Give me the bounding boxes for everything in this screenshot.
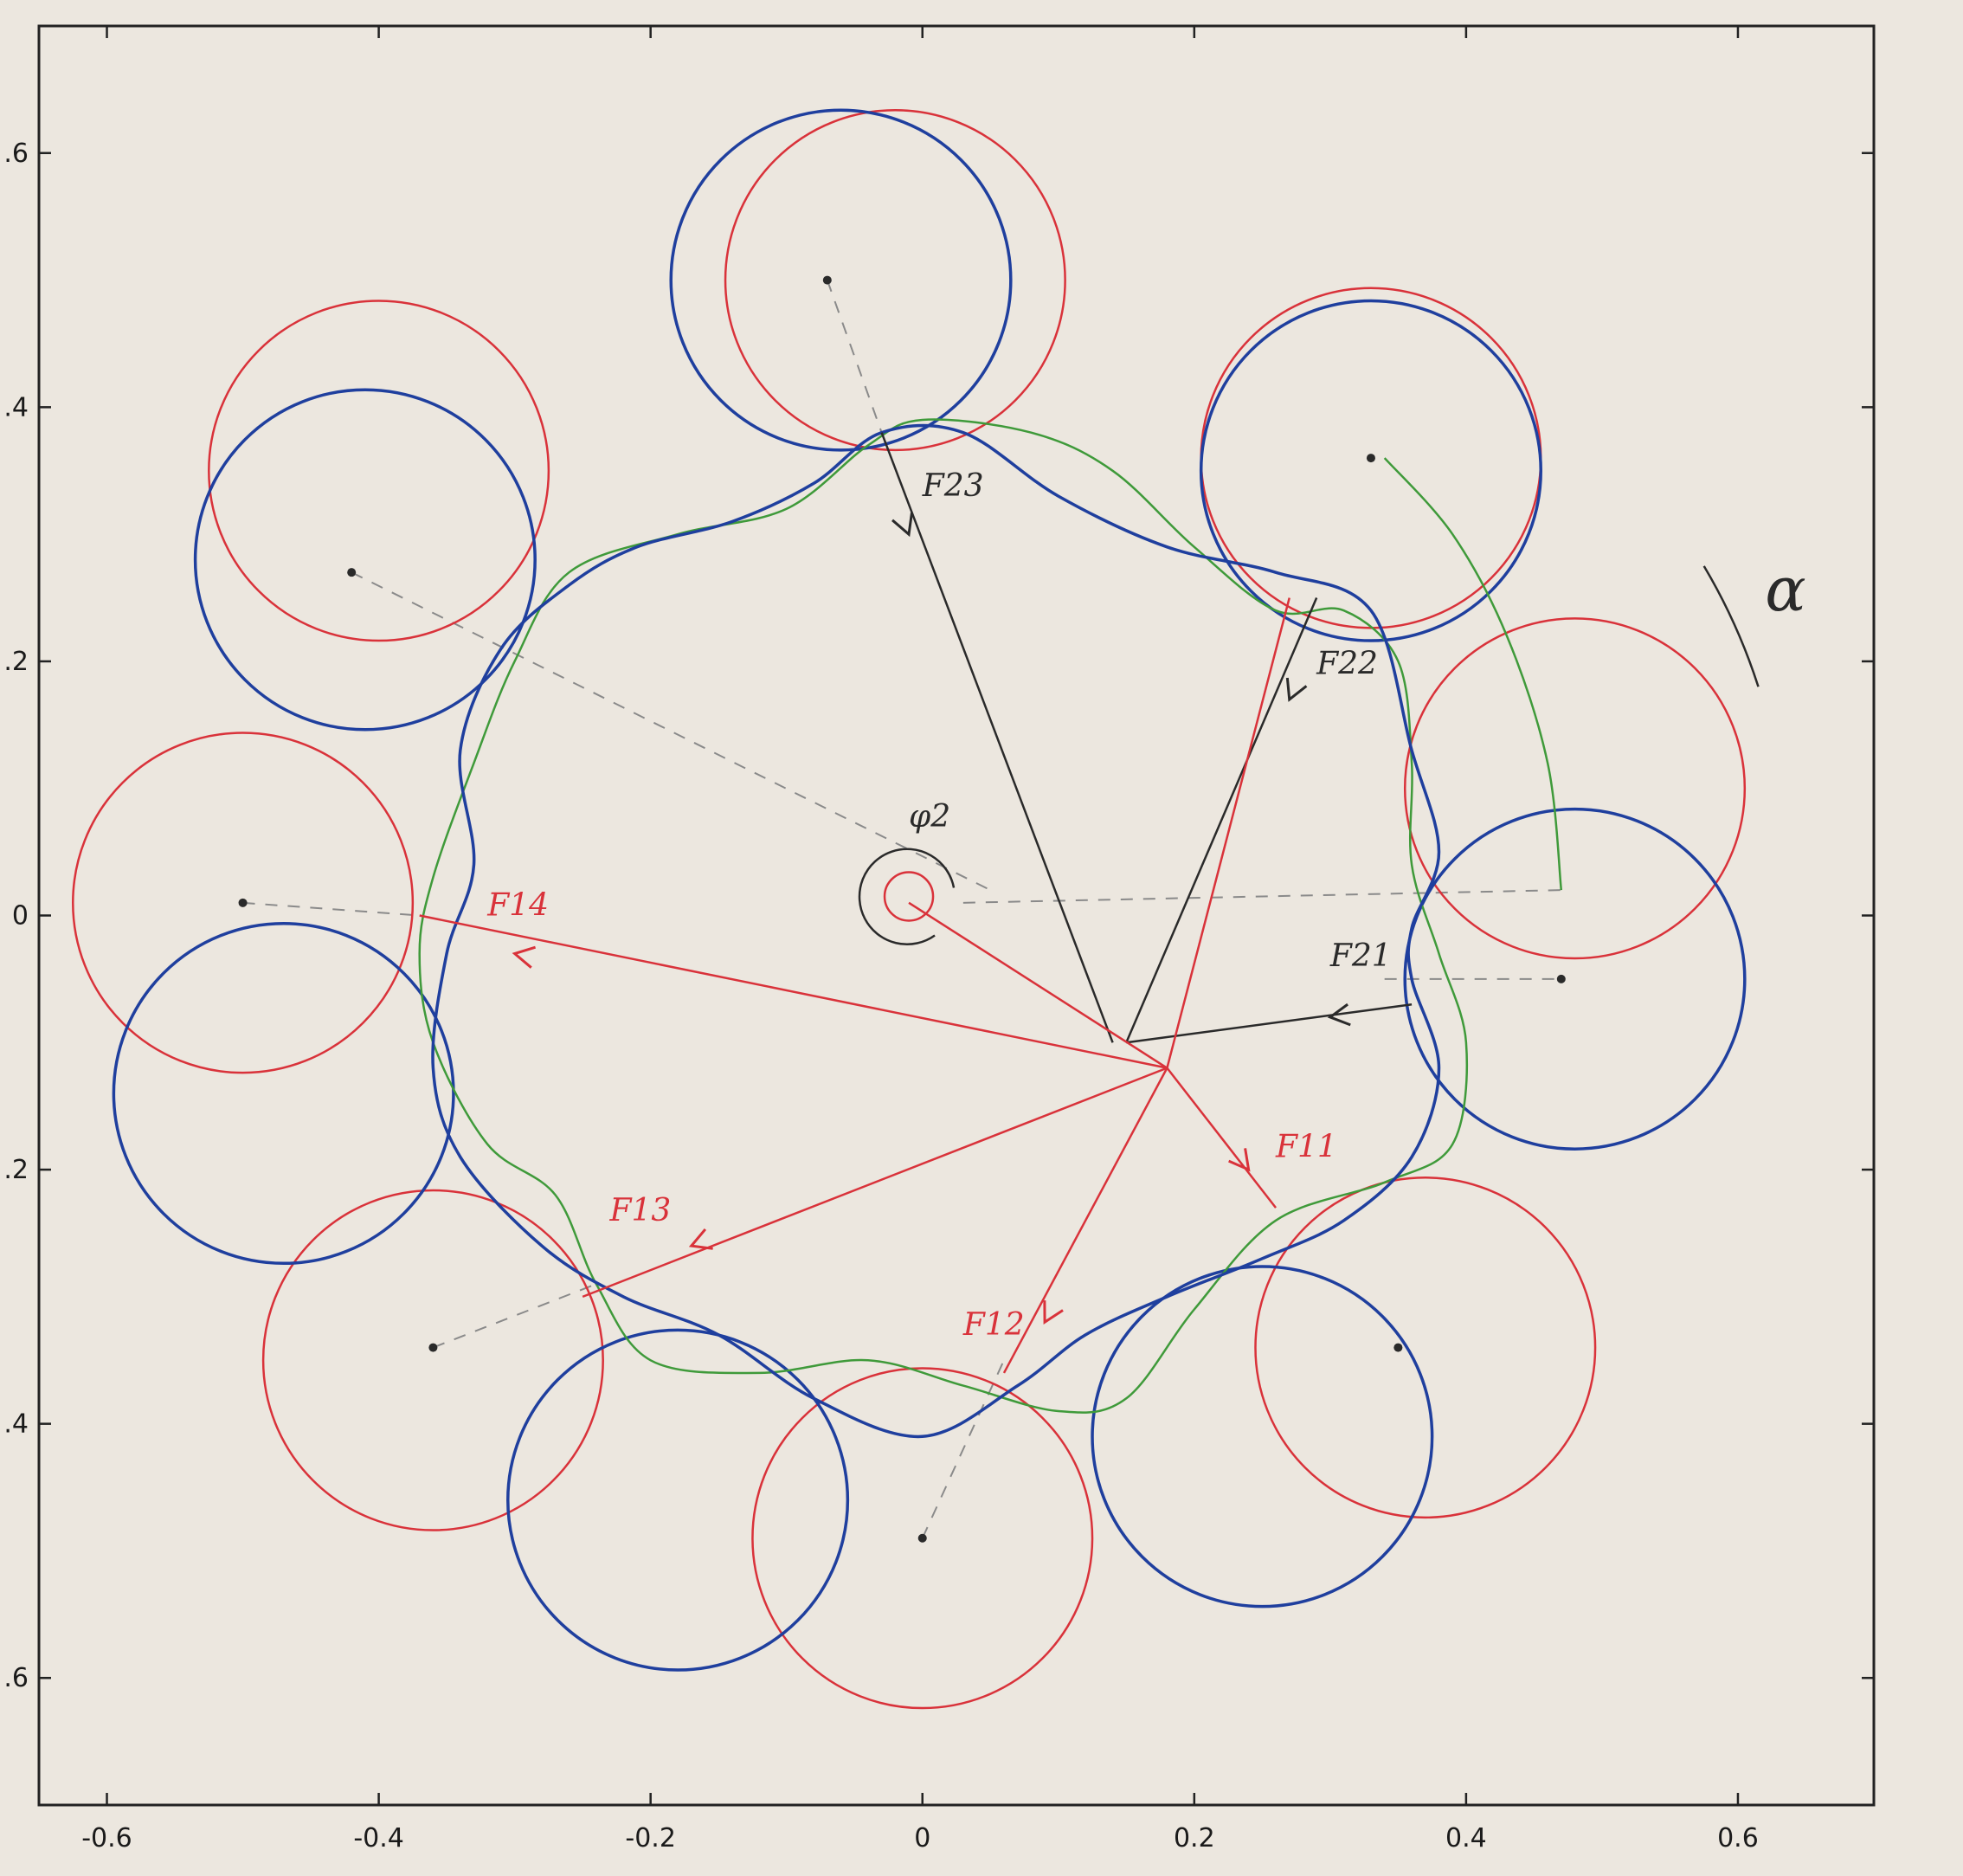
- annotation-label: φ2: [909, 799, 950, 835]
- red-circle: [72, 732, 415, 1074]
- y-tick-label: .2: [3, 647, 29, 677]
- plot-axes: -0.6 -0.4 -0.2 0 0.2 0.4 0.6.6.4.20.2.4.6: [3, 24, 1876, 1853]
- y-tick-label: .2: [3, 1155, 29, 1185]
- blue-circle: [669, 108, 1013, 452]
- dashed-guide-lines: [242, 280, 1561, 1539]
- blue-circle: [112, 921, 455, 1266]
- center-dot: [347, 568, 357, 577]
- y-tick-label: 0: [12, 901, 29, 932]
- annotation-label: F23: [922, 468, 984, 504]
- annotation-label: F21: [1329, 938, 1392, 974]
- annotation-label: F22: [1316, 647, 1378, 682]
- center-dot: [917, 1533, 927, 1543]
- black-force-line: [880, 432, 1114, 1043]
- annotation-label: F11: [1275, 1129, 1337, 1164]
- phi2-inner-circle: [883, 871, 935, 922]
- center-dot: [1393, 1343, 1403, 1352]
- x-tick-label: 0.2: [1174, 1823, 1215, 1853]
- center-dot: [238, 898, 248, 907]
- annotation-label: α: [1765, 554, 1805, 625]
- black-force-arrowhead: [891, 513, 913, 538]
- red-force-arrowhead: [1043, 1300, 1064, 1325]
- x-tick-label: -0.6: [81, 1823, 132, 1853]
- red-force-line: [1002, 1067, 1168, 1374]
- black-force-arrowhead: [1285, 677, 1308, 702]
- y-tick-label: .4: [3, 392, 29, 422]
- red-circle: [751, 1367, 1094, 1710]
- red-force-line: [1166, 597, 1290, 1068]
- red-circle: [261, 1189, 604, 1531]
- red-force-line: [419, 914, 1168, 1069]
- center-dot: [428, 1343, 438, 1352]
- center-dot: [822, 275, 832, 285]
- blue-profile-curve: [431, 423, 1441, 1439]
- red-force-line: [1166, 1067, 1278, 1209]
- blue-circle: [506, 1328, 850, 1672]
- handwritten-annotations: F23 F22 F21 F11 F12 F13 F14 φ2 α: [486, 468, 1805, 1343]
- red-force-line: [582, 1067, 1168, 1299]
- dashed-guide-line: [242, 901, 420, 917]
- red-force-arrowhead: [1228, 1148, 1251, 1172]
- x-tick-label: -0.2: [625, 1823, 676, 1853]
- y-tick-label: .6: [3, 139, 29, 169]
- black-force-line: [1125, 597, 1318, 1043]
- blue-circle: [1199, 299, 1543, 642]
- blue-circle: [1091, 1265, 1434, 1608]
- alpha-direction-arrow: [1702, 565, 1760, 687]
- red-circle: [208, 300, 550, 642]
- red-force-arrowhead: [688, 1228, 713, 1250]
- black-force-line: [1126, 1003, 1413, 1044]
- x-tick-label: 0.6: [1717, 1823, 1759, 1853]
- dashed-guide-line: [826, 280, 883, 434]
- red-circle: [1254, 1177, 1597, 1519]
- dashed-guide-line: [433, 1283, 597, 1349]
- annotation-label: F14: [486, 888, 549, 924]
- dashed-guide-line: [921, 1359, 1005, 1539]
- dashed-guide-line: [351, 571, 991, 892]
- center-dot: [1556, 974, 1566, 983]
- green-arc-curve: [1383, 457, 1563, 891]
- red-force-line: [908, 901, 1168, 1069]
- black-force-arrowhead: [1327, 1002, 1351, 1027]
- center-marks: [238, 275, 1566, 1543]
- x-tick-label: -0.4: [353, 1823, 404, 1853]
- dashed-guide-line: [962, 889, 1561, 904]
- red-circle: [1403, 617, 1747, 960]
- force-vectors: [419, 432, 1760, 1374]
- x-tick-label: 0: [914, 1823, 930, 1853]
- y-tick-label: .4: [3, 1409, 29, 1440]
- red-force-arrowhead: [512, 945, 537, 969]
- phi2-rotation-arrow: [858, 848, 956, 945]
- x-tick-label: 0.4: [1445, 1823, 1487, 1853]
- red-circle: [724, 109, 1066, 452]
- annotation-label: F12: [962, 1307, 1025, 1343]
- annotation-label: F13: [609, 1193, 672, 1228]
- blue-circle: [193, 388, 537, 732]
- profile-curves: [418, 418, 1563, 1439]
- blue-circle: [1403, 807, 1747, 1151]
- y-tick-label: .6: [3, 1663, 29, 1693]
- center-dot: [1366, 454, 1375, 463]
- roller-circles: [72, 108, 1747, 1710]
